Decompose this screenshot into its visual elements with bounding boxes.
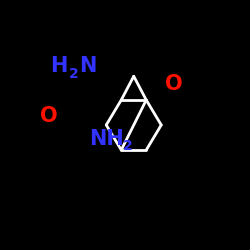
Text: O: O (165, 74, 182, 94)
Text: O: O (40, 106, 58, 126)
Text: 2: 2 (122, 139, 132, 153)
Text: H: H (50, 56, 68, 76)
Text: 2: 2 (69, 67, 78, 81)
Text: NH: NH (89, 129, 124, 149)
Text: N: N (79, 56, 96, 76)
